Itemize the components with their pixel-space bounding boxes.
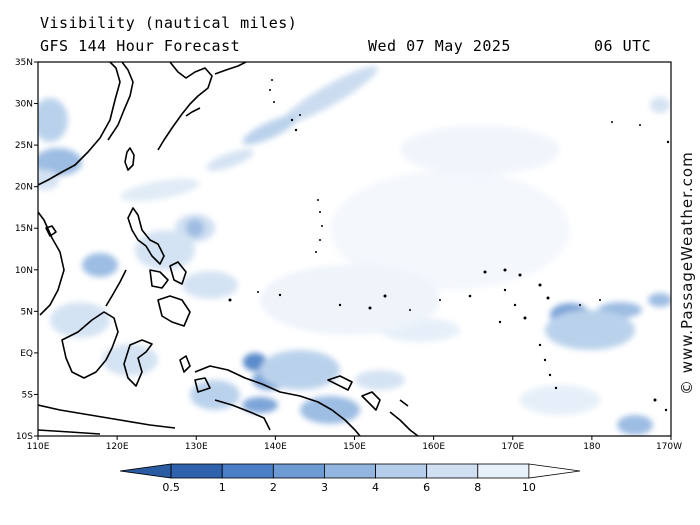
forecast-subtitle: GFS 144 Hour Forecast — [40, 37, 241, 55]
lon-tick-label: 170E — [501, 442, 524, 452]
lon-tick-label: 120E — [106, 442, 129, 452]
legend-label: 4 — [372, 481, 379, 494]
legend-label: 3 — [321, 481, 328, 494]
lon-tick-label: 140E — [264, 442, 287, 452]
lat-tick-label: 30N — [15, 100, 33, 110]
islands — [228, 79, 670, 412]
legend-swatch — [170, 463, 223, 479]
legend: 0.5 1 2 3 4 6 8 10 — [119, 463, 581, 494]
forecast-time: 06 UTC — [594, 37, 652, 55]
legend-swatch — [221, 463, 274, 479]
legend-high-arrow — [528, 463, 581, 479]
credit-text: © www.PassageWeather.com — [678, 151, 696, 395]
lat-tick-label: 35N — [15, 58, 33, 68]
legend-swatch — [324, 463, 376, 479]
lat-axis: 35N 30N 25N 20N 15N 10N 5N EQ 5S 10S — [15, 58, 38, 442]
legend-swatch — [426, 463, 479, 479]
legend-swatch — [375, 463, 428, 479]
lat-tick-label: 25N — [15, 141, 33, 151]
lat-tick-label: 10S — [16, 432, 33, 442]
lat-tick-label: 10N — [15, 266, 33, 276]
map-title: Visibility (nautical miles) — [40, 14, 298, 32]
forecast-date: Wed 07 May 2025 — [368, 37, 511, 55]
legend-low-arrow — [119, 463, 172, 479]
lon-tick-label: 160E — [422, 442, 445, 452]
legend-label: 1 — [219, 481, 226, 494]
legend-label: 10 — [522, 481, 536, 494]
visibility-field — [38, 66, 671, 435]
legend-label: 2 — [270, 481, 277, 494]
legend-swatch — [477, 463, 530, 479]
lat-tick-label: 15N — [15, 224, 33, 234]
lat-tick-label: EQ — [20, 349, 33, 359]
lon-axis: 110E 120E 130E 140E 150E 160E 170E 180 170W — [27, 436, 682, 452]
legend-swatch — [272, 463, 325, 479]
lat-tick-label: 20N — [15, 183, 33, 193]
lat-tick-label: 5S — [22, 390, 34, 400]
legend-label: 0.5 — [162, 481, 180, 494]
lon-tick-label: 150E — [343, 442, 366, 452]
lat-tick-label: 5N — [21, 307, 33, 317]
lon-tick-label: 180 — [583, 442, 600, 452]
lon-tick-label: 130E — [185, 442, 208, 452]
lon-tick-label: 170W — [656, 442, 682, 452]
coastlines — [38, 62, 419, 436]
legend-label: 8 — [474, 481, 481, 494]
legend-label: 6 — [423, 481, 430, 494]
lon-tick-label: 110E — [27, 442, 50, 452]
